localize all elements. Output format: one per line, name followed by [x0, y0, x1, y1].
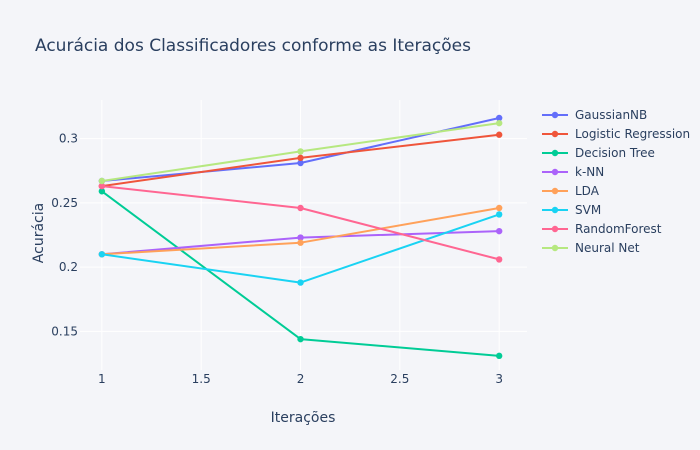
legend-swatch-marker [551, 206, 559, 214]
data-point [98, 251, 106, 258]
data-point [297, 239, 304, 246]
legend-label: k-NN [575, 165, 604, 179]
data-point [495, 211, 503, 218]
legend-item: Decision Tree [542, 146, 655, 160]
legend-swatch-marker [551, 225, 559, 233]
x-tick-label: 3 [495, 372, 503, 386]
legend-swatch-marker [551, 111, 559, 119]
x-tick-label: 1 [98, 372, 106, 386]
legend-swatch-marker [551, 187, 559, 195]
legend-swatch-marker [551, 168, 559, 176]
legend-label: RandomForest [575, 222, 662, 236]
x-tick-label: 2 [297, 372, 305, 386]
data-point [495, 227, 503, 235]
x-tick-labels: 1 1.5 2 2.5 3 [98, 372, 503, 386]
legend-item: RandomForest [542, 222, 662, 236]
legend: GaussianNB Logistic Regression Decision Tr… [542, 108, 690, 255]
y-axis-title: Acurácia [31, 203, 47, 263]
series-layer [98, 114, 503, 360]
legend-item: GaussianNB [542, 108, 647, 122]
data-point [98, 188, 106, 195]
data-point [495, 256, 503, 263]
legend-label: Decision Tree [575, 146, 655, 160]
legend-swatch-marker [551, 130, 559, 138]
legend-swatch-marker [551, 244, 559, 252]
series-svm [98, 211, 503, 286]
data-point [98, 182, 106, 190]
data-point [495, 114, 503, 122]
legend-label: GaussianNB [575, 108, 647, 122]
data-point [495, 352, 503, 360]
y-tick-label: 0.3 [59, 132, 78, 146]
data-point [297, 159, 304, 167]
data-point [297, 234, 304, 241]
data-point [495, 119, 503, 127]
legend-swatch-marker [551, 149, 559, 157]
legend-label: SVM [575, 203, 601, 217]
data-point [297, 148, 304, 155]
chart-title: Acurácia dos Classificadores conforme as… [35, 36, 471, 56]
legend-item: Neural Net [542, 241, 640, 255]
legend-item: LDA [542, 184, 600, 198]
legend-label: Logistic Regression [575, 127, 690, 141]
y-tick-labels: 0.15 0.2 0.25 0.3 [51, 132, 78, 339]
series-neural-net [98, 119, 503, 185]
legend-item: k-NN [542, 165, 604, 179]
data-point [98, 177, 106, 185]
data-point [297, 335, 304, 343]
y-tick-label: 0.15 [51, 324, 78, 338]
legend-item: Logistic Regression [542, 127, 690, 141]
y-tick-label: 0.2 [59, 260, 78, 274]
legend-label: LDA [575, 184, 600, 198]
y-gridlines [80, 138, 527, 332]
x-tick-label: 2.5 [390, 372, 409, 386]
data-point [297, 204, 304, 212]
data-point [297, 279, 304, 286]
x-tick-label: 1.5 [192, 372, 211, 386]
legend-label: Neural Net [575, 241, 640, 255]
x-axis-title: Iterações [271, 410, 336, 426]
series-randomforest [98, 182, 503, 263]
y-tick-label: 0.25 [51, 196, 78, 210]
legend-item: SVM [542, 203, 601, 217]
data-point [495, 131, 503, 138]
data-point [495, 204, 503, 212]
series-decision-tree [98, 188, 503, 360]
data-point [297, 154, 304, 162]
